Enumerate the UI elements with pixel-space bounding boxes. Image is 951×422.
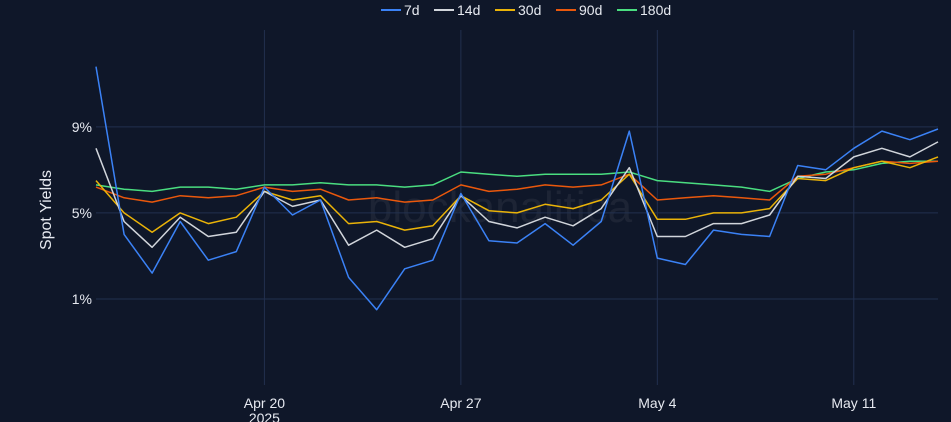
y-tick-label: 1% bbox=[72, 291, 92, 307]
legend-label: 90d bbox=[579, 2, 602, 18]
legend-label: 7d bbox=[404, 2, 420, 18]
legend-label: 180d bbox=[640, 2, 671, 18]
legend-item-30d[interactable]: 30d bbox=[495, 2, 541, 18]
series-line-14d bbox=[95, 141, 939, 249]
legend-item-14d[interactable]: 14d bbox=[434, 2, 480, 18]
legend-label: 14d bbox=[457, 2, 480, 18]
legend-item-90d[interactable]: 90d bbox=[556, 2, 602, 18]
x-tick-label: May 4 bbox=[638, 395, 676, 411]
y-axis-title: Spot Yields bbox=[38, 170, 55, 250]
x-tick-sublabel: 2025 bbox=[249, 410, 280, 422]
legend-label: 30d bbox=[518, 2, 541, 18]
x-tick-label: May 11 bbox=[831, 395, 876, 411]
legend[interactable]: 7d 14d 30d 90d 180d bbox=[381, 2, 671, 18]
series-line-30d bbox=[95, 156, 939, 233]
legend-item-180d[interactable]: 180d bbox=[617, 2, 671, 18]
x-tick-label: Apr 20 bbox=[244, 395, 285, 411]
x-tick-label: Apr 27 bbox=[440, 395, 481, 411]
series-line-7d bbox=[95, 66, 939, 311]
y-tick-label: 9% bbox=[72, 119, 92, 135]
y-tick-label: 5% bbox=[72, 205, 92, 221]
series-lines bbox=[95, 66, 939, 311]
legend-item-7d[interactable]: 7d bbox=[381, 2, 420, 18]
